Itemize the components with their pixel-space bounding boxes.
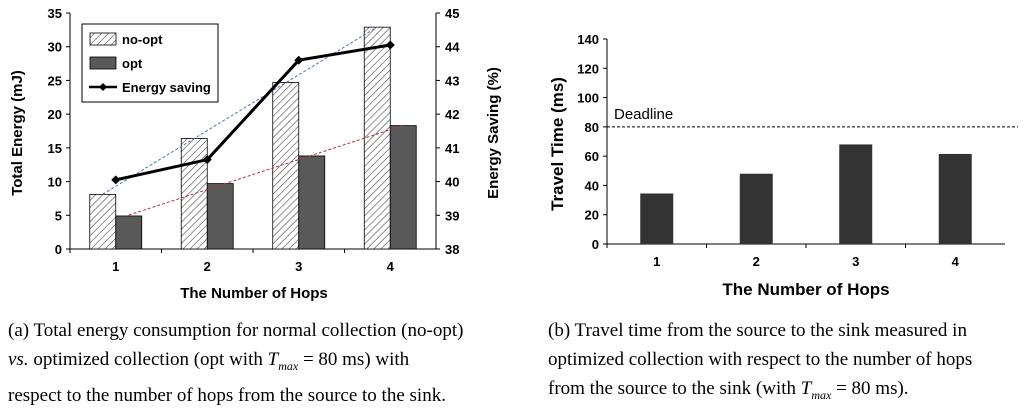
energy-y-tick-label: 15 bbox=[48, 141, 62, 156]
travel-time-x-tick-label: 1 bbox=[653, 254, 660, 269]
energy-saving-y-axis-label: Energy Saving (%) bbox=[485, 67, 502, 199]
travel-time-y-tick-label: 60 bbox=[585, 149, 599, 164]
legend-label-opt: opt bbox=[122, 56, 143, 71]
energy-chart-bars bbox=[89, 26, 417, 250]
energy-y-axis-label: Total Energy (mJ) bbox=[9, 70, 26, 196]
bar-opt bbox=[206, 183, 234, 250]
trendline-opt bbox=[128, 124, 404, 216]
energy-y-tick-label: 30 bbox=[48, 40, 62, 55]
deadline-label: Deadline bbox=[614, 106, 673, 123]
energy-saving-y-tick-label: 38 bbox=[445, 242, 459, 257]
caption-a-vs: vs. bbox=[8, 349, 29, 370]
bar-opt bbox=[389, 125, 417, 250]
energy-y-tick-label: 5 bbox=[55, 208, 62, 223]
energy-saving-marker bbox=[294, 55, 304, 65]
travel-time-x-tick-label: 2 bbox=[753, 254, 760, 269]
energy-y-tick-label: 20 bbox=[48, 107, 62, 122]
travel-time-chart-ticks: 0 20 40 60 80 100 120 140 1 2 3 4 bbox=[577, 32, 959, 269]
energy-saving-marker bbox=[111, 175, 121, 185]
energy-chart: 0 5 10 15 20 25 30 35 38 39 40 41 42 43 44 45 1 2 3 4 Total… bbox=[9, 6, 502, 302]
travel-time-y-tick-label: 100 bbox=[577, 91, 599, 106]
energy-saving-y-tick-label: 39 bbox=[445, 208, 459, 223]
travel-time-y-tick-label: 80 bbox=[585, 120, 599, 135]
travel-time-y-tick-label: 120 bbox=[577, 61, 599, 76]
legend-label-energy-saving: Energy saving bbox=[122, 80, 211, 95]
energy-saving-line bbox=[111, 40, 395, 185]
caption-a-tmax-sub: max bbox=[278, 358, 299, 373]
bar-travel-time bbox=[938, 153, 972, 244]
caption-a-line1: (a) Total energy consumption for normal … bbox=[8, 320, 464, 341]
caption-a-tmax: T bbox=[267, 349, 279, 370]
travel-time-chart-bars bbox=[640, 144, 972, 244]
caption-b-line2: optimized collection with respect to the… bbox=[548, 349, 973, 370]
bar-travel-time bbox=[839, 144, 873, 244]
caption-a-line2: optimized collection (opt with bbox=[28, 349, 268, 370]
travel-time-x-axis-label: The Number of Hops bbox=[722, 280, 889, 299]
travel-time-y-axis-label: Travel Time (ms) bbox=[548, 77, 567, 211]
energy-x-tick-label: 4 bbox=[387, 259, 395, 274]
bar-no-opt bbox=[89, 193, 117, 250]
caption-a-line3: respect to the number of hops from the s… bbox=[8, 384, 446, 406]
energy-x-axis-label: The Number of Hops bbox=[180, 285, 328, 302]
travel-time-y-tick-label: 140 bbox=[577, 32, 599, 47]
energy-saving-y-tick-label: 44 bbox=[445, 40, 460, 55]
bar-opt bbox=[115, 215, 143, 250]
caption-b: (b) Travel time from the source to the s… bbox=[548, 316, 1020, 410]
caption-a: (a) Total energy consumption for normal … bbox=[8, 316, 500, 410]
caption-a-line2-end: = 80 ms) with bbox=[298, 349, 410, 370]
travel-time-chart-axes bbox=[603, 38, 1005, 248]
caption-b-line3-end: = 80 ms). bbox=[831, 378, 909, 399]
travel-time-chart: 0 20 40 60 80 100 120 140 1 2 3 4 Deadline Travel T… bbox=[548, 32, 1018, 299]
energy-y-tick-label: 35 bbox=[48, 6, 62, 21]
energy-saving-y-tick-label: 45 bbox=[445, 6, 459, 21]
energy-saving-y-tick-label: 43 bbox=[445, 73, 459, 88]
energy-x-tick-label: 2 bbox=[204, 259, 211, 274]
energy-x-tick-label: 3 bbox=[295, 259, 302, 274]
energy-saving-y-tick-label: 41 bbox=[445, 141, 459, 156]
bar-opt bbox=[298, 155, 326, 250]
energy-y-tick-label: 10 bbox=[48, 175, 62, 190]
energy-chart-ticks: 0 5 10 15 20 25 30 35 38 39 40 41 42 43 44 45 1 2 3 4 bbox=[48, 6, 461, 274]
legend-label-no-opt: no-opt bbox=[122, 32, 163, 47]
energy-saving-polyline bbox=[115, 43, 391, 182]
energy-saving-y-tick-label: 40 bbox=[445, 175, 459, 190]
travel-time-x-tick-label: 4 bbox=[952, 254, 960, 269]
caption-b-tmax-sub: max bbox=[811, 387, 832, 402]
bar-travel-time bbox=[640, 193, 674, 244]
energy-saving-y-tick-label: 42 bbox=[445, 107, 459, 122]
energy-saving-marker bbox=[202, 155, 212, 165]
travel-time-x-tick-label: 3 bbox=[852, 254, 859, 269]
energy-chart-legend: no-opt opt Energy saving bbox=[81, 23, 219, 103]
energy-x-tick-label: 1 bbox=[112, 259, 119, 274]
legend-swatch-no-opt bbox=[89, 32, 117, 46]
caption-b-line3: from the source to the sink (with bbox=[548, 378, 801, 399]
travel-time-y-tick-label: 40 bbox=[585, 178, 599, 193]
bar-no-opt bbox=[180, 138, 208, 250]
caption-b-line1: (b) Travel time from the source to the s… bbox=[548, 320, 967, 341]
legend-diamond-marker bbox=[99, 83, 107, 91]
energy-y-tick-label: 0 bbox=[55, 242, 62, 257]
bar-no-opt bbox=[363, 26, 391, 250]
travel-time-y-tick-label: 20 bbox=[585, 208, 599, 223]
travel-time-y-tick-label: 0 bbox=[592, 237, 599, 252]
energy-saving-marker bbox=[385, 40, 395, 50]
caption-b-tmax: T bbox=[800, 378, 812, 399]
energy-y-tick-label: 25 bbox=[48, 73, 62, 88]
bar-no-opt bbox=[272, 82, 300, 250]
bar-travel-time bbox=[739, 173, 773, 244]
legend-swatch-opt bbox=[89, 56, 117, 70]
